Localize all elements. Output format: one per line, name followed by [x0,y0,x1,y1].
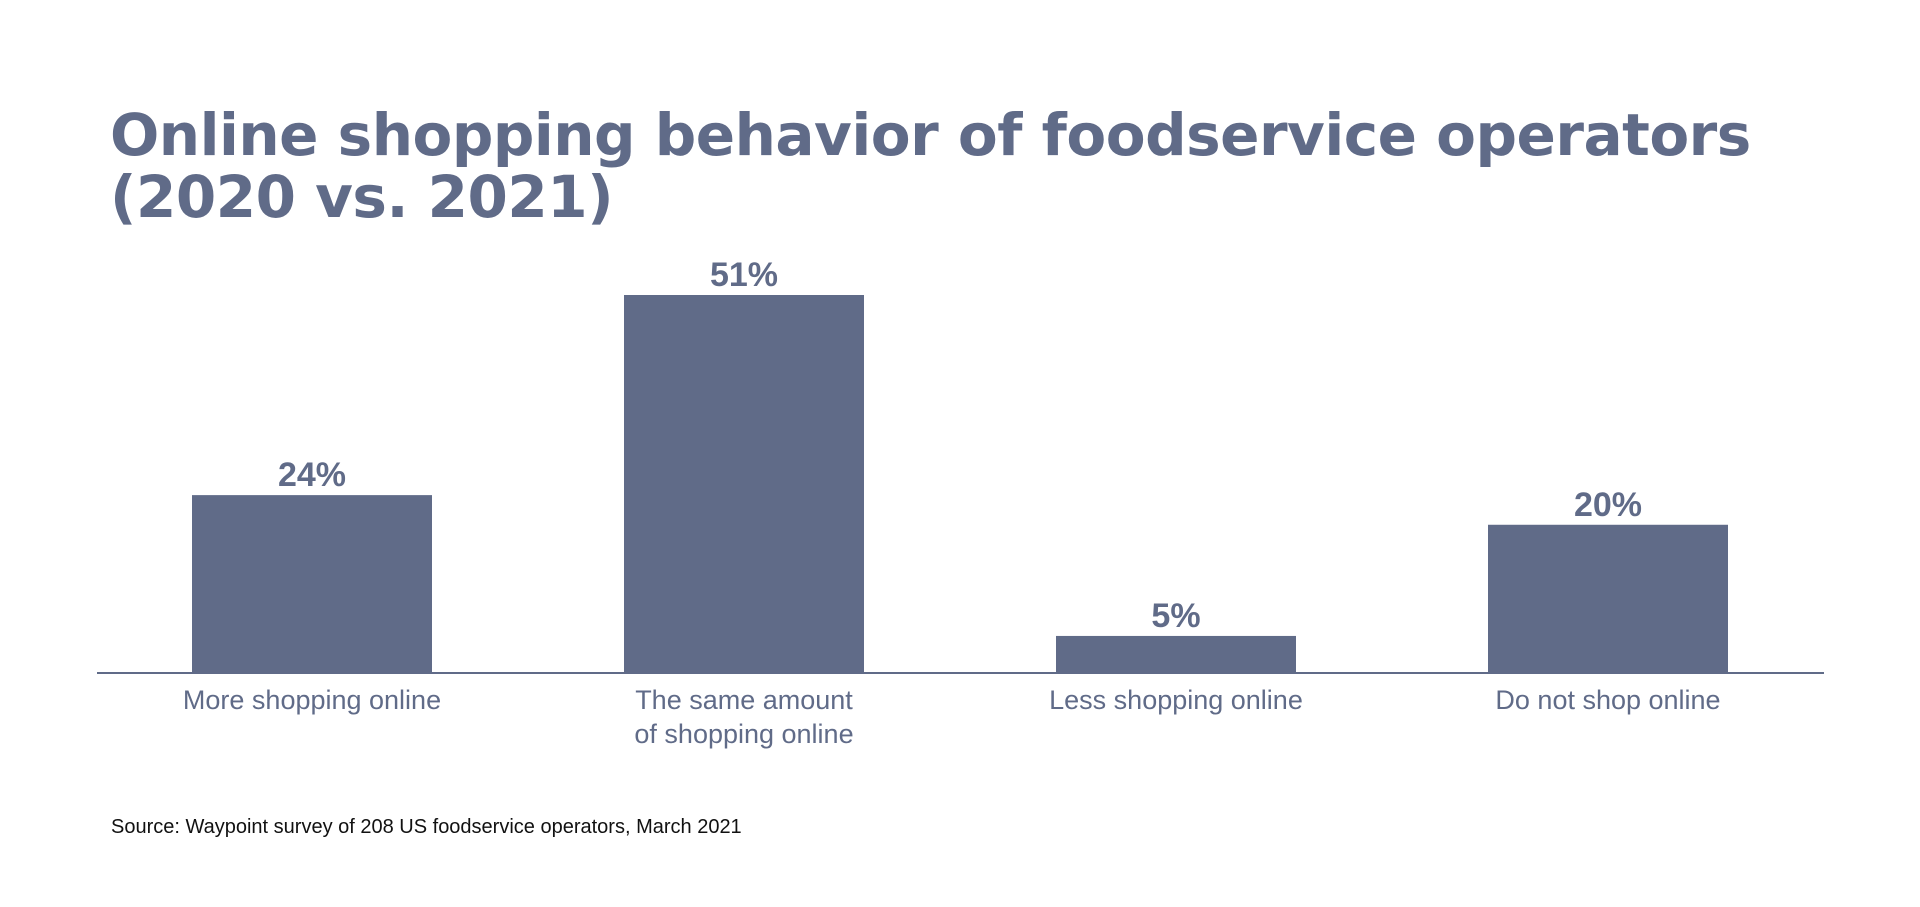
category-label-2-line-1: The same amount [635,685,853,715]
bar-value-label-2: 51% [710,256,778,294]
category-label-4: Do not shop online [1495,685,1720,715]
labels-layer: 24% More shopping online 51% The same amoun… [183,256,1721,749]
category-label-1: More shopping online [183,685,441,715]
category-label-2-line-2: of shopping online [634,719,853,749]
bar-2 [624,295,864,673]
bars-layer [192,295,1728,673]
source-note: Source: Waypoint survey of 208 US foodse… [111,816,742,838]
bar-4 [1488,524,1728,673]
bar-value-label-3: 5% [1151,597,1200,635]
bar-value-label-4: 20% [1574,486,1642,524]
bar-value-label-1: 24% [278,456,346,494]
chart-title: Online shopping behavior of foodservice … [110,101,1751,231]
bar-1 [192,495,432,673]
bar-3 [1056,635,1296,673]
category-label-3: Less shopping online [1049,685,1303,715]
